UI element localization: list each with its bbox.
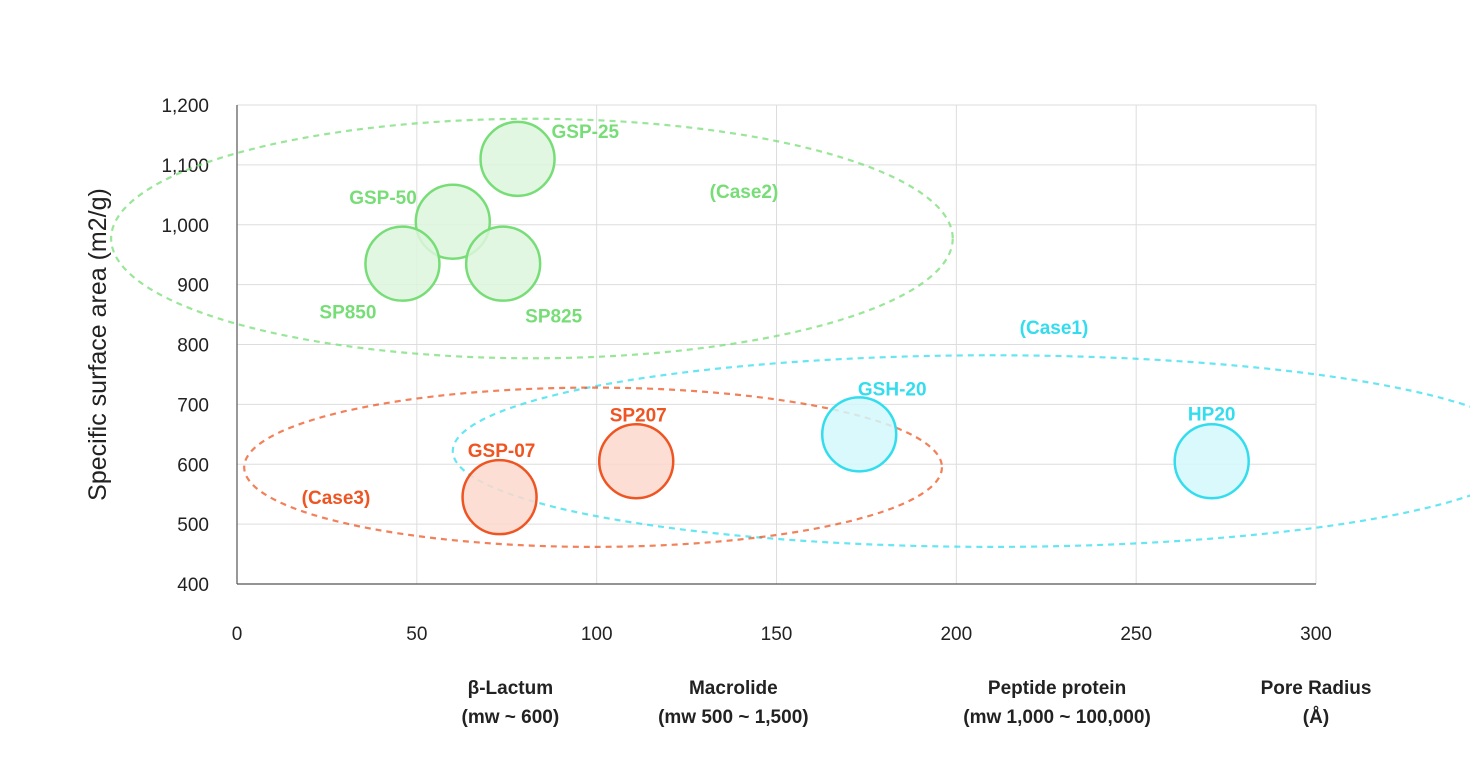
x-tick-label: 150 — [761, 624, 793, 645]
y-tick-label: 1,000 — [161, 216, 209, 237]
y-tick-label: 400 — [177, 575, 209, 596]
x-category-sublabel: (mw 500 ~ 1,500) — [658, 707, 809, 728]
data-point — [461, 458, 538, 536]
x-category-label: Macrolide — [689, 678, 778, 699]
group-label-case2: (Case2) — [710, 182, 779, 203]
x-category-label: Pore Radius — [1261, 678, 1372, 699]
point-label: SP207 — [610, 405, 667, 426]
x-tick-label: 300 — [1300, 624, 1332, 645]
x-category-sublabel: (mw 1,000 ~ 100,000) — [963, 707, 1151, 728]
point-label: GSH-20 — [858, 379, 927, 400]
point-label: GSP-07 — [468, 441, 536, 462]
point-label: GSP-25 — [552, 122, 620, 143]
y-tick-label: 1,100 — [161, 156, 209, 177]
x-tick-label: 0 — [232, 624, 243, 645]
y-tick-label: 900 — [177, 276, 209, 297]
data-point — [597, 423, 675, 500]
data-point — [820, 396, 898, 473]
x-category-label: Peptide protein — [988, 678, 1126, 699]
data-point — [464, 225, 542, 302]
data-point — [364, 225, 441, 302]
group-ellipse-case1 — [451, 354, 1470, 548]
group-label-case3: (Case3) — [302, 488, 371, 509]
data-point — [479, 120, 556, 198]
data-point — [1173, 423, 1250, 500]
x-tick-label: 100 — [581, 624, 613, 645]
y-tick-label: 500 — [177, 515, 209, 536]
x-tick-label: 200 — [940, 624, 972, 645]
x-category-label: β-Lactum — [468, 678, 554, 699]
point-label: SP825 — [525, 307, 582, 328]
x-category-sublabel: (mw ~ 600) — [462, 707, 560, 728]
point-label: GSP-50 — [349, 188, 417, 209]
data-point — [414, 183, 492, 261]
x-tick-label: 250 — [1120, 624, 1152, 645]
y-tick-label: 800 — [177, 336, 209, 357]
y-axis-label: Specific surface area (m2/g) — [84, 188, 112, 501]
group-ellipse-case3 — [243, 386, 944, 548]
group-label-case1: (Case1) — [1020, 318, 1089, 339]
x-tick-label: 50 — [406, 624, 427, 645]
y-tick-label: 1,200 — [161, 96, 209, 117]
y-tick-label: 600 — [177, 455, 209, 476]
y-tick-label: 700 — [177, 395, 209, 416]
x-category-sublabel: (Å) — [1303, 707, 1329, 728]
point-label: HP20 — [1188, 404, 1236, 425]
point-label: SP850 — [319, 303, 376, 324]
group-ellipse-case2 — [110, 117, 954, 360]
